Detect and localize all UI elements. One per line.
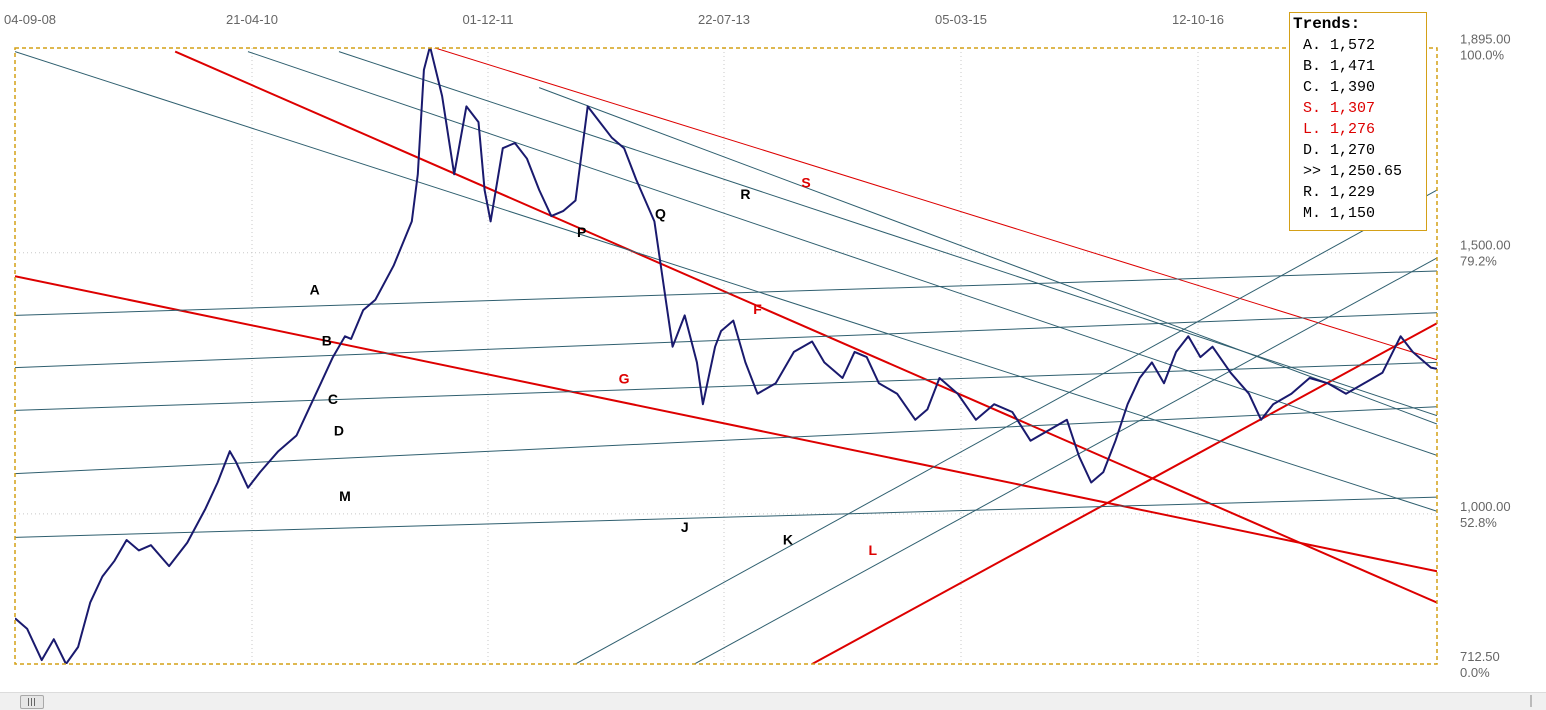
legend-row: M. 1,150 (1303, 205, 1376, 222)
trend-label: D (334, 422, 344, 438)
legend-row: L. 1,276 (1303, 121, 1376, 138)
trend-label: K (783, 532, 793, 548)
trend-line (15, 496, 1437, 538)
trend-line (15, 275, 1437, 573)
legend-row: A. 1,572 (1303, 37, 1376, 54)
legend-title: Trends: (1293, 15, 1361, 33)
trend-label: M (339, 488, 351, 504)
x-tick-label: 12-10-16 (1172, 12, 1224, 27)
trend-label: R (740, 186, 750, 202)
trend-line (694, 257, 1437, 664)
trend-label: G (619, 370, 630, 386)
x-tick-label: 22-07-13 (698, 12, 750, 27)
scrollbar-end-marker (1530, 695, 1532, 707)
y-tick-percent: 0.0% (1460, 665, 1490, 680)
trends-legend: Trends: A. 1,572 B. 1,471 C. 1,390 S. 1,… (1289, 12, 1427, 231)
legend-row: C. 1,390 (1303, 79, 1376, 96)
trend-label: S (801, 174, 810, 190)
grip-icon (28, 698, 36, 706)
trend-line (538, 87, 1437, 425)
trend-label: A (310, 281, 320, 297)
y-tick-percent: 79.2% (1460, 254, 1497, 269)
trend-lines (15, 48, 1437, 664)
trend-line (575, 189, 1437, 664)
legend-row: R. 1,229 (1303, 184, 1376, 201)
trend-label: P (577, 224, 586, 240)
scrollbar-thumb[interactable] (20, 695, 44, 709)
plot-frame (14, 47, 1438, 665)
trend-line (15, 406, 1437, 475)
y-tick-percent: 100.0% (1460, 47, 1505, 62)
trend-label: J (681, 519, 689, 535)
x-tick-label: 21-04-10 (226, 12, 278, 27)
trend-label: B (322, 333, 332, 349)
y-tick-percent: 52.8% (1460, 515, 1497, 530)
trend-label: L (869, 542, 878, 558)
x-tick-label: 04-09-08 (4, 12, 56, 27)
trend-line (174, 50, 1437, 604)
trend-line (811, 322, 1437, 664)
trend-label: F (753, 301, 762, 317)
trend-line (15, 312, 1437, 369)
legend-row: B. 1,471 (1303, 58, 1376, 75)
x-tick-label: 01-12-11 (462, 12, 513, 27)
trend-line (433, 48, 1437, 361)
trend-label: Q (655, 206, 666, 222)
y-tick-label: 1,500.00 (1460, 238, 1511, 253)
trend-line (15, 51, 1437, 512)
trend-line (338, 51, 1437, 417)
legend-row: >> 1,250.65 (1303, 163, 1403, 180)
trend-label: C (328, 391, 338, 407)
legend-row: D. 1,270 (1303, 142, 1376, 159)
trend-line (247, 51, 1437, 456)
y-tick-label: 1,000.00 (1460, 499, 1511, 514)
horizontal-scrollbar[interactable] (0, 692, 1546, 710)
legend-row: S. 1,307 (1303, 100, 1376, 117)
x-tick-label: 05-03-15 (935, 12, 987, 27)
price-series-line (15, 48, 1437, 664)
y-tick-label: 1,895.00 (1460, 31, 1511, 46)
chart: 04-09-08 21-04-10 01-12-11 22-07-13 05-03-15… (4, 12, 1511, 680)
y-tick-label: 712.50 (1460, 649, 1500, 664)
trend-line (15, 361, 1437, 411)
trend-line (15, 270, 1437, 316)
